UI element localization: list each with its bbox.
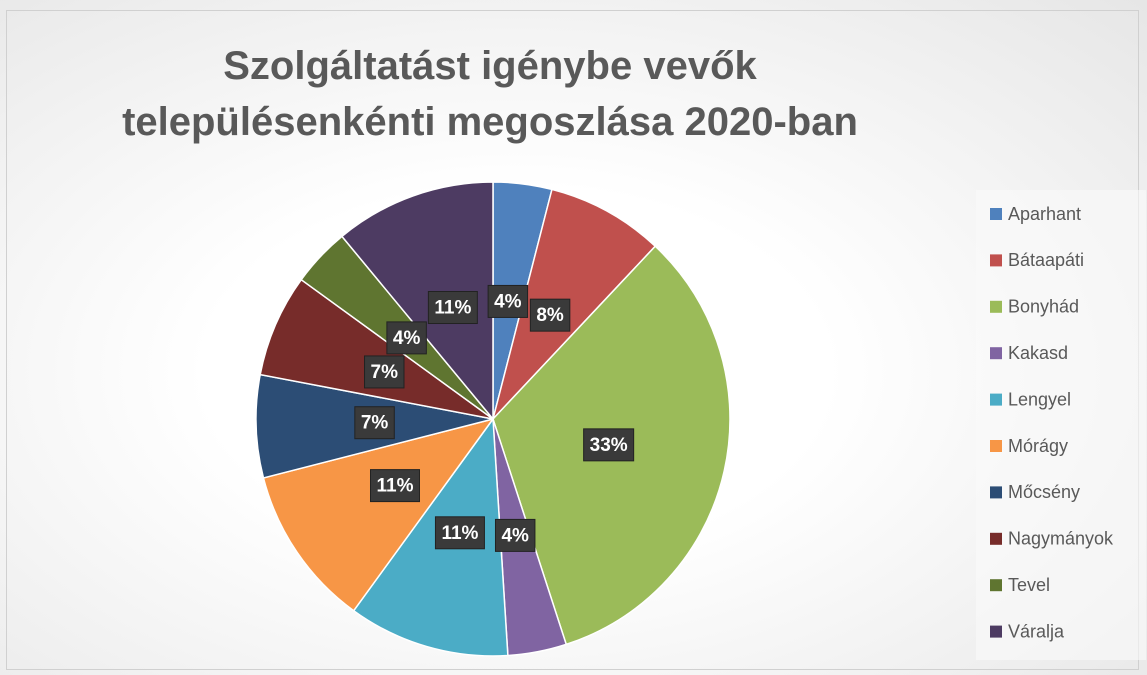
data-label: 11%: [434, 516, 485, 550]
pie-slice: [262, 417, 495, 612]
legend-swatch: [990, 393, 1002, 406]
data-label: 7%: [354, 406, 395, 440]
data-label: 4%: [487, 284, 529, 318]
pie-slice: [259, 278, 494, 420]
legend-label: Bonyhád: [1008, 297, 1079, 317]
legend-label: Mórágy: [1008, 436, 1068, 456]
legend-swatch: [990, 486, 1002, 499]
data-label-box: [487, 284, 529, 318]
legend-box: [976, 190, 1146, 660]
legend-swatch: [990, 300, 1002, 313]
data-label: 11%: [369, 469, 420, 503]
data-label: 7%: [364, 355, 405, 389]
legend-swatch: [990, 254, 1002, 267]
data-label: 8%: [529, 298, 571, 332]
data-label-text: 7%: [371, 362, 399, 383]
data-label-text: 33%: [590, 435, 628, 456]
data-label-text: 11%: [441, 523, 478, 544]
data-label-box: [369, 469, 420, 503]
data-label-box: [354, 406, 395, 440]
legend-swatch: [990, 440, 1002, 452]
data-label-box: [494, 518, 536, 552]
data-label-text: 4%: [494, 291, 522, 312]
data-label-text: 11%: [434, 298, 471, 319]
legend-label: Bátaapáti: [1008, 250, 1084, 270]
data-label: 33%: [583, 428, 635, 462]
data-label-box: [427, 291, 478, 325]
legend-label: Tevel: [1008, 575, 1050, 595]
data-label-text: 11%: [376, 476, 413, 497]
legend-label: Lengyel: [1008, 389, 1071, 409]
pie-slice: [340, 181, 494, 422]
chart-title: Szolgáltatást igénybe vevők településenk…: [122, 44, 858, 144]
legend-label: Mőcsény: [1008, 482, 1080, 502]
legend-swatch: [990, 208, 1002, 220]
pie-slice: [492, 188, 657, 420]
data-label-text: 7%: [361, 413, 389, 434]
data-label: 4%: [494, 518, 536, 552]
data-label-text: 4%: [501, 525, 529, 546]
data-label-box: [583, 428, 635, 462]
data-label-text: 4%: [393, 328, 421, 349]
data-label: 4%: [386, 321, 427, 355]
data-label-box: [434, 516, 485, 550]
legend-label: Kakasd: [1008, 343, 1068, 363]
data-label: 11%: [427, 291, 478, 325]
legend-label: Váralja: [1008, 621, 1065, 641]
data-label-box: [364, 355, 405, 389]
legend-label: Nagymányok: [1008, 529, 1114, 549]
data-label-text: 8%: [536, 305, 564, 326]
legend-swatch: [990, 625, 1002, 638]
data-label-box: [529, 298, 571, 332]
legend-swatch: [990, 347, 1002, 360]
data-label-box: [386, 321, 427, 355]
legend-swatch: [990, 532, 1002, 545]
pie-slice: [352, 416, 509, 657]
legend-swatch: [990, 579, 1002, 592]
legend-label: Aparhant: [1008, 204, 1081, 224]
